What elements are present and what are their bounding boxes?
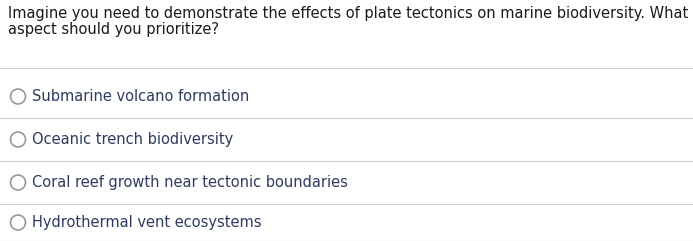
Text: Oceanic trench biodiversity: Oceanic trench biodiversity xyxy=(31,132,233,147)
Text: Coral reef growth near tectonic boundaries: Coral reef growth near tectonic boundari… xyxy=(31,175,347,190)
Text: Imagine you need to demonstrate the effects of plate tectonics on marine biodive: Imagine you need to demonstrate the effe… xyxy=(8,6,688,21)
Text: aspect should you prioritize?: aspect should you prioritize? xyxy=(8,22,219,37)
Text: Hydrothermal vent ecosystems: Hydrothermal vent ecosystems xyxy=(31,215,261,230)
Text: Submarine volcano formation: Submarine volcano formation xyxy=(31,89,249,104)
